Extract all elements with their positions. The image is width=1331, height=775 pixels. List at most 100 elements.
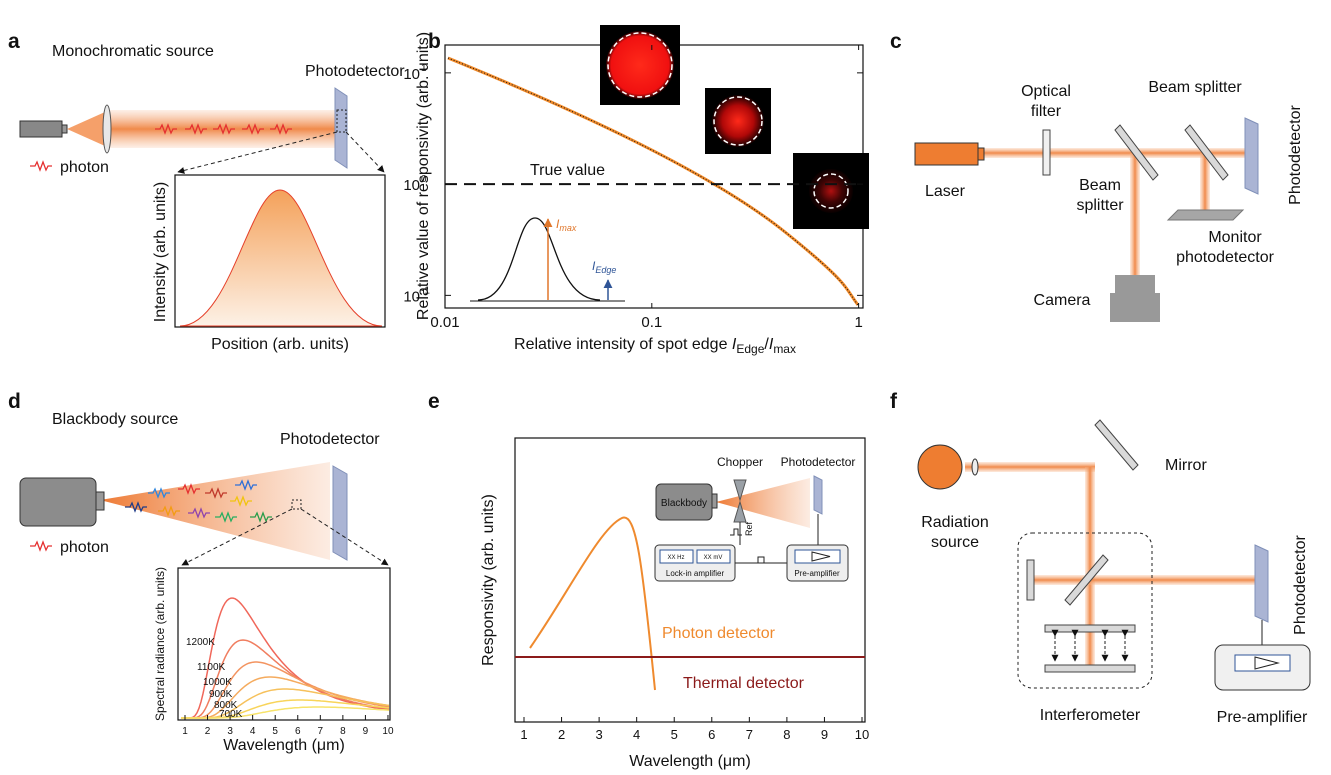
lens xyxy=(971,458,979,476)
x-tick-label: 3 xyxy=(227,726,233,737)
lockin-label: Lock-in amplifier xyxy=(666,569,725,578)
x-tick-label: 2 xyxy=(558,727,565,742)
monitor-label: photodetector xyxy=(1176,249,1275,266)
curve-label: 700K xyxy=(219,709,243,720)
source-label: Radiation xyxy=(921,514,989,531)
blackbody xyxy=(19,477,97,527)
photodetector xyxy=(332,465,348,561)
preamp-triangle xyxy=(811,551,831,562)
inset-detector xyxy=(813,475,823,515)
optical-filter xyxy=(1042,129,1051,176)
beam-splitter xyxy=(1114,124,1159,181)
beam-splitter xyxy=(1184,124,1229,181)
chopper-label: Chopper xyxy=(717,455,763,469)
x-tick-label: 9 xyxy=(363,726,369,737)
panel-d: d Blackbody source Photodetector photon … xyxy=(8,390,394,754)
mirror-label: Mirror xyxy=(1165,457,1207,474)
preamp-label: Pre-amplifier xyxy=(794,569,840,578)
panel-a: a Monochromatic source Photodetector pho… xyxy=(8,30,405,353)
gaussian xyxy=(179,189,383,327)
zoom-box xyxy=(336,109,347,133)
signal-pulse xyxy=(755,556,767,564)
x-label-sub: Edge xyxy=(736,342,764,356)
panel-letter: d xyxy=(8,390,21,413)
x-label-slash: / xyxy=(764,336,769,353)
x-label-i: I xyxy=(732,336,737,353)
y-tick-exponent: 0 xyxy=(421,174,427,185)
imax-i: I xyxy=(556,217,560,231)
preamp-triangle xyxy=(1254,656,1280,670)
photodetector xyxy=(1254,544,1269,623)
photon-legend-icon xyxy=(29,541,53,551)
spot-circle xyxy=(713,96,763,146)
zoom-box xyxy=(291,499,302,510)
y-tick-label: 10 xyxy=(403,66,420,83)
laser xyxy=(19,120,63,138)
blackbody-curve xyxy=(181,639,390,719)
ref-label: Ref xyxy=(744,521,754,536)
laser-tip xyxy=(977,147,985,161)
detector-label: Photodetector xyxy=(781,455,856,469)
hz-label: XX Hz xyxy=(667,555,684,561)
monitor-label: Monitor xyxy=(1208,229,1262,246)
beam-splitter xyxy=(1064,554,1109,606)
x-tick-label: 10 xyxy=(855,727,869,742)
laser-tip xyxy=(61,124,68,134)
x-tick-label: 2 xyxy=(205,726,211,737)
blackbody-curve xyxy=(181,688,390,719)
x-label: Wavelength (μm) xyxy=(223,737,345,754)
x-label-text: Relative intensity of spot edge xyxy=(514,336,732,353)
y-tick-label: 10 xyxy=(403,288,420,305)
panel-b: b Relative value of responsivity (arb. u… xyxy=(403,25,869,356)
inset-frame xyxy=(174,174,386,328)
x-tick-label: 1 xyxy=(854,314,862,331)
curve-label: 1000K xyxy=(203,677,232,688)
detector-label: Photodetector xyxy=(305,63,405,80)
x-tick-label: 6 xyxy=(295,726,301,737)
y-tick-exponent: 1 xyxy=(421,63,427,74)
beam-cone xyxy=(100,462,330,560)
imax-label: Imax xyxy=(556,217,577,233)
lens xyxy=(102,104,112,154)
blackbody-aperture xyxy=(95,491,105,511)
iedge-i: I xyxy=(592,259,596,273)
splitter-label: splitter xyxy=(1076,197,1124,214)
panel-title: Monochromatic source xyxy=(52,43,214,60)
x-tick-label: 5 xyxy=(272,726,278,737)
source-label: source xyxy=(931,534,979,551)
spot-circle xyxy=(607,32,673,98)
x-tick-label: 6 xyxy=(708,727,715,742)
x-label: Position (arb. units) xyxy=(211,336,349,353)
detector-label: Photodetector xyxy=(1292,535,1309,635)
curve-label: 900K xyxy=(209,689,233,700)
beam xyxy=(1085,467,1095,667)
mv-label: XX mV xyxy=(704,555,723,561)
iedge-label: IEdge xyxy=(592,259,616,275)
interferometer-box xyxy=(1017,532,1153,689)
x-tick-label: 8 xyxy=(340,726,346,737)
photon-icon xyxy=(29,541,53,551)
fixed-mirror xyxy=(1026,559,1035,601)
beam xyxy=(1032,575,1257,585)
preamp-symbol xyxy=(1234,654,1291,672)
inset-beam xyxy=(716,478,810,528)
blackbody-label: Blackbody xyxy=(661,498,707,509)
x-label-sub: max xyxy=(773,342,796,356)
responsivity-fit xyxy=(447,57,859,306)
photon-legend-icon xyxy=(29,161,53,171)
panel-e: e Responsivity (arb. units) Wavelength (… xyxy=(428,390,869,770)
x-tick-label: 7 xyxy=(318,726,324,737)
x-tick-label: 4 xyxy=(633,727,640,742)
x-label-i: I xyxy=(769,336,774,353)
filter-label: Optical xyxy=(1021,83,1071,100)
camera-label: Camera xyxy=(1034,292,1091,309)
interferometer-label: Interferometer xyxy=(1040,707,1141,724)
beam xyxy=(980,148,1250,158)
x-tick-label: 1 xyxy=(520,727,527,742)
x-tick-label: 0.01 xyxy=(430,314,459,331)
photodetector xyxy=(334,87,348,169)
x-tick-label: 0.1 xyxy=(641,314,662,331)
blackbody-curve xyxy=(181,706,390,719)
y-label: Spectral radiance (arb. units) xyxy=(153,567,167,721)
